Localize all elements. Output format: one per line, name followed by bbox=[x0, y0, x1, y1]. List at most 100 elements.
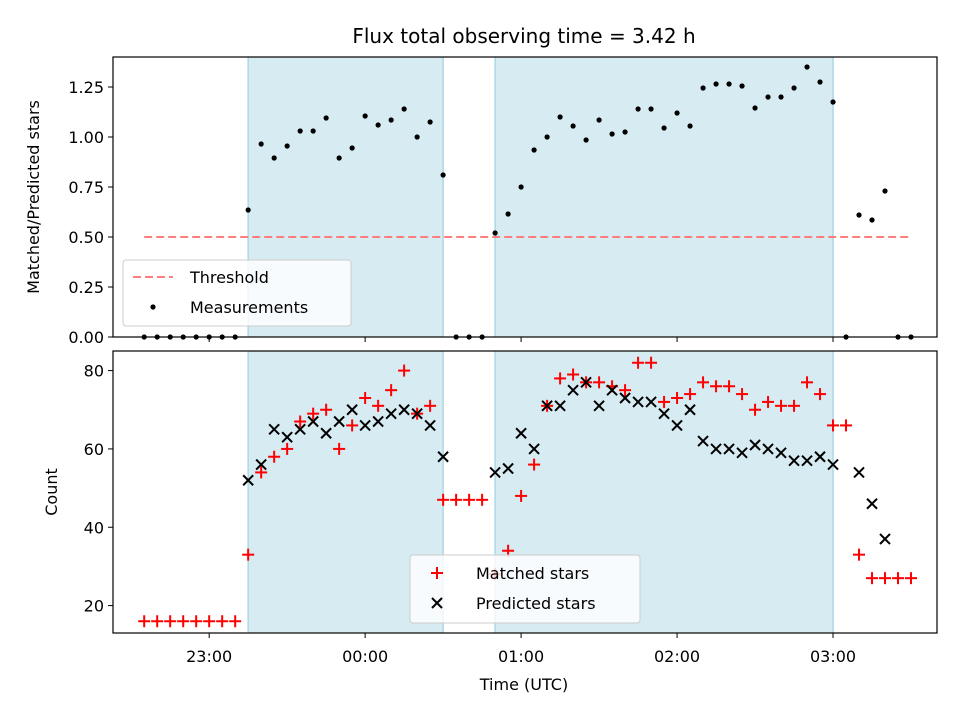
predicted-star-point bbox=[853, 466, 865, 479]
measurement-point bbox=[609, 131, 615, 137]
predicted-star-point bbox=[606, 384, 618, 396]
matched-star-point bbox=[307, 407, 320, 420]
predicted-star-point bbox=[554, 400, 566, 412]
measurement-point bbox=[492, 230, 498, 236]
matched-star-point bbox=[476, 493, 489, 506]
predicted-star-point bbox=[801, 454, 813, 467]
predicted-star-point bbox=[762, 443, 774, 455]
matched-star-point bbox=[268, 450, 281, 463]
measurement-point bbox=[323, 115, 329, 121]
chart-title: Flux total observing time = 3.42 h bbox=[352, 24, 695, 48]
predicted-star-point bbox=[645, 396, 657, 408]
measurement-point bbox=[531, 147, 537, 153]
predicted-star-point bbox=[619, 392, 631, 404]
x-tick-label: 03:00 bbox=[810, 647, 856, 666]
predicted-star-point bbox=[359, 419, 371, 432]
matched-star-point bbox=[593, 376, 606, 389]
predicted-star-point bbox=[749, 439, 761, 451]
top-y-axis-label: Matched/Predicted stars bbox=[24, 100, 43, 294]
predicted-star-point bbox=[398, 404, 410, 416]
bottom-plot-frame bbox=[112, 350, 938, 634]
predicted-star-point bbox=[710, 443, 722, 455]
measurement-point bbox=[778, 94, 784, 100]
matched-star-point bbox=[203, 615, 216, 628]
measurement-point bbox=[804, 64, 810, 70]
measurement-point bbox=[336, 155, 342, 161]
top-panel: 0.00 0.25 0.50 0.75 1.00 1.25 Matched/Predict… bbox=[24, 56, 938, 347]
measurement-point bbox=[635, 106, 641, 112]
predicted-star-point bbox=[671, 419, 683, 432]
matched-star-point bbox=[775, 399, 788, 412]
measurement-point bbox=[310, 128, 316, 134]
measurement-point bbox=[882, 188, 888, 194]
predicted-star-point bbox=[541, 400, 553, 412]
top-axis-ticks: 0.00 0.25 0.50 0.75 1.00 1.25 bbox=[68, 78, 834, 347]
matched-star-point bbox=[658, 395, 671, 408]
matched-star-point bbox=[671, 392, 684, 404]
matched-star-point bbox=[736, 388, 749, 401]
matched-star-point bbox=[333, 442, 346, 455]
matched-star-point bbox=[242, 548, 255, 561]
x-tick-label: 23:00 bbox=[186, 647, 232, 666]
bottom-y-tick-label: 60 bbox=[84, 440, 104, 459]
measurement-point bbox=[869, 217, 875, 223]
measurement-point bbox=[375, 122, 381, 128]
top-shade-band bbox=[495, 57, 834, 337]
predicted-star-point bbox=[255, 458, 267, 471]
matched-star-point bbox=[788, 399, 801, 412]
bottom-data-marks bbox=[138, 356, 918, 628]
measurement-point bbox=[765, 94, 771, 100]
measurement-point bbox=[791, 85, 797, 91]
matched-star-point bbox=[840, 419, 853, 432]
measurement-point bbox=[713, 81, 719, 87]
matched-star-point bbox=[450, 493, 463, 506]
matched-star-point bbox=[320, 403, 333, 416]
measurement-point bbox=[700, 85, 706, 91]
matched-star-point bbox=[294, 415, 307, 428]
predicted-star-point bbox=[411, 407, 423, 420]
matched-star-point bbox=[632, 356, 645, 369]
matched-star-point bbox=[723, 380, 736, 393]
matched-star-point bbox=[281, 442, 294, 455]
predicted-star-point bbox=[736, 447, 748, 459]
legend-threshold-label: Threshold bbox=[189, 268, 269, 287]
predicted-star-point bbox=[385, 407, 397, 420]
measurement-point bbox=[427, 119, 433, 125]
matched-star-point bbox=[567, 368, 580, 381]
measurement-point bbox=[726, 81, 732, 87]
measurement-point bbox=[414, 134, 420, 140]
predicted-star-point bbox=[281, 431, 293, 443]
measurement-point bbox=[245, 207, 251, 213]
matched-star-point bbox=[645, 356, 658, 369]
top-data-marks bbox=[141, 64, 914, 340]
predicted-star-point bbox=[658, 407, 670, 420]
measurement-point bbox=[349, 145, 355, 151]
predicted-star-point bbox=[320, 427, 332, 439]
measurement-point bbox=[830, 99, 836, 105]
predicted-star-point bbox=[294, 423, 306, 436]
matched-star-point bbox=[853, 548, 866, 561]
bottom-y-tick-label: 40 bbox=[84, 518, 104, 537]
matched-star-point bbox=[905, 572, 918, 585]
matched-star-point bbox=[424, 399, 437, 412]
matched-star-point bbox=[749, 403, 762, 416]
bottom-legend: Matched stars Predicted stars bbox=[409, 554, 641, 624]
bottom-legend-box bbox=[409, 554, 641, 624]
matched-star-point bbox=[619, 384, 632, 397]
measurement-point bbox=[284, 143, 290, 149]
top-shaded-intervals bbox=[247, 57, 834, 337]
measurement-point bbox=[674, 110, 680, 116]
measurement-point bbox=[583, 137, 589, 143]
x-tick-labels: 23:00 00:00 01:00 02:00 03:00 bbox=[186, 647, 856, 666]
measurement-point bbox=[817, 79, 823, 85]
measurement-point bbox=[739, 83, 745, 89]
predicted-star-point bbox=[580, 376, 592, 389]
measurement-point bbox=[648, 106, 654, 112]
measurement-point bbox=[388, 117, 394, 123]
bottom-y-tick-label: 20 bbox=[84, 597, 104, 616]
measurement-point bbox=[440, 172, 446, 178]
predicted-star-point bbox=[775, 447, 787, 459]
matched-star-point bbox=[216, 615, 229, 628]
measurement-point bbox=[622, 129, 628, 135]
top-plot-frame bbox=[112, 56, 938, 338]
